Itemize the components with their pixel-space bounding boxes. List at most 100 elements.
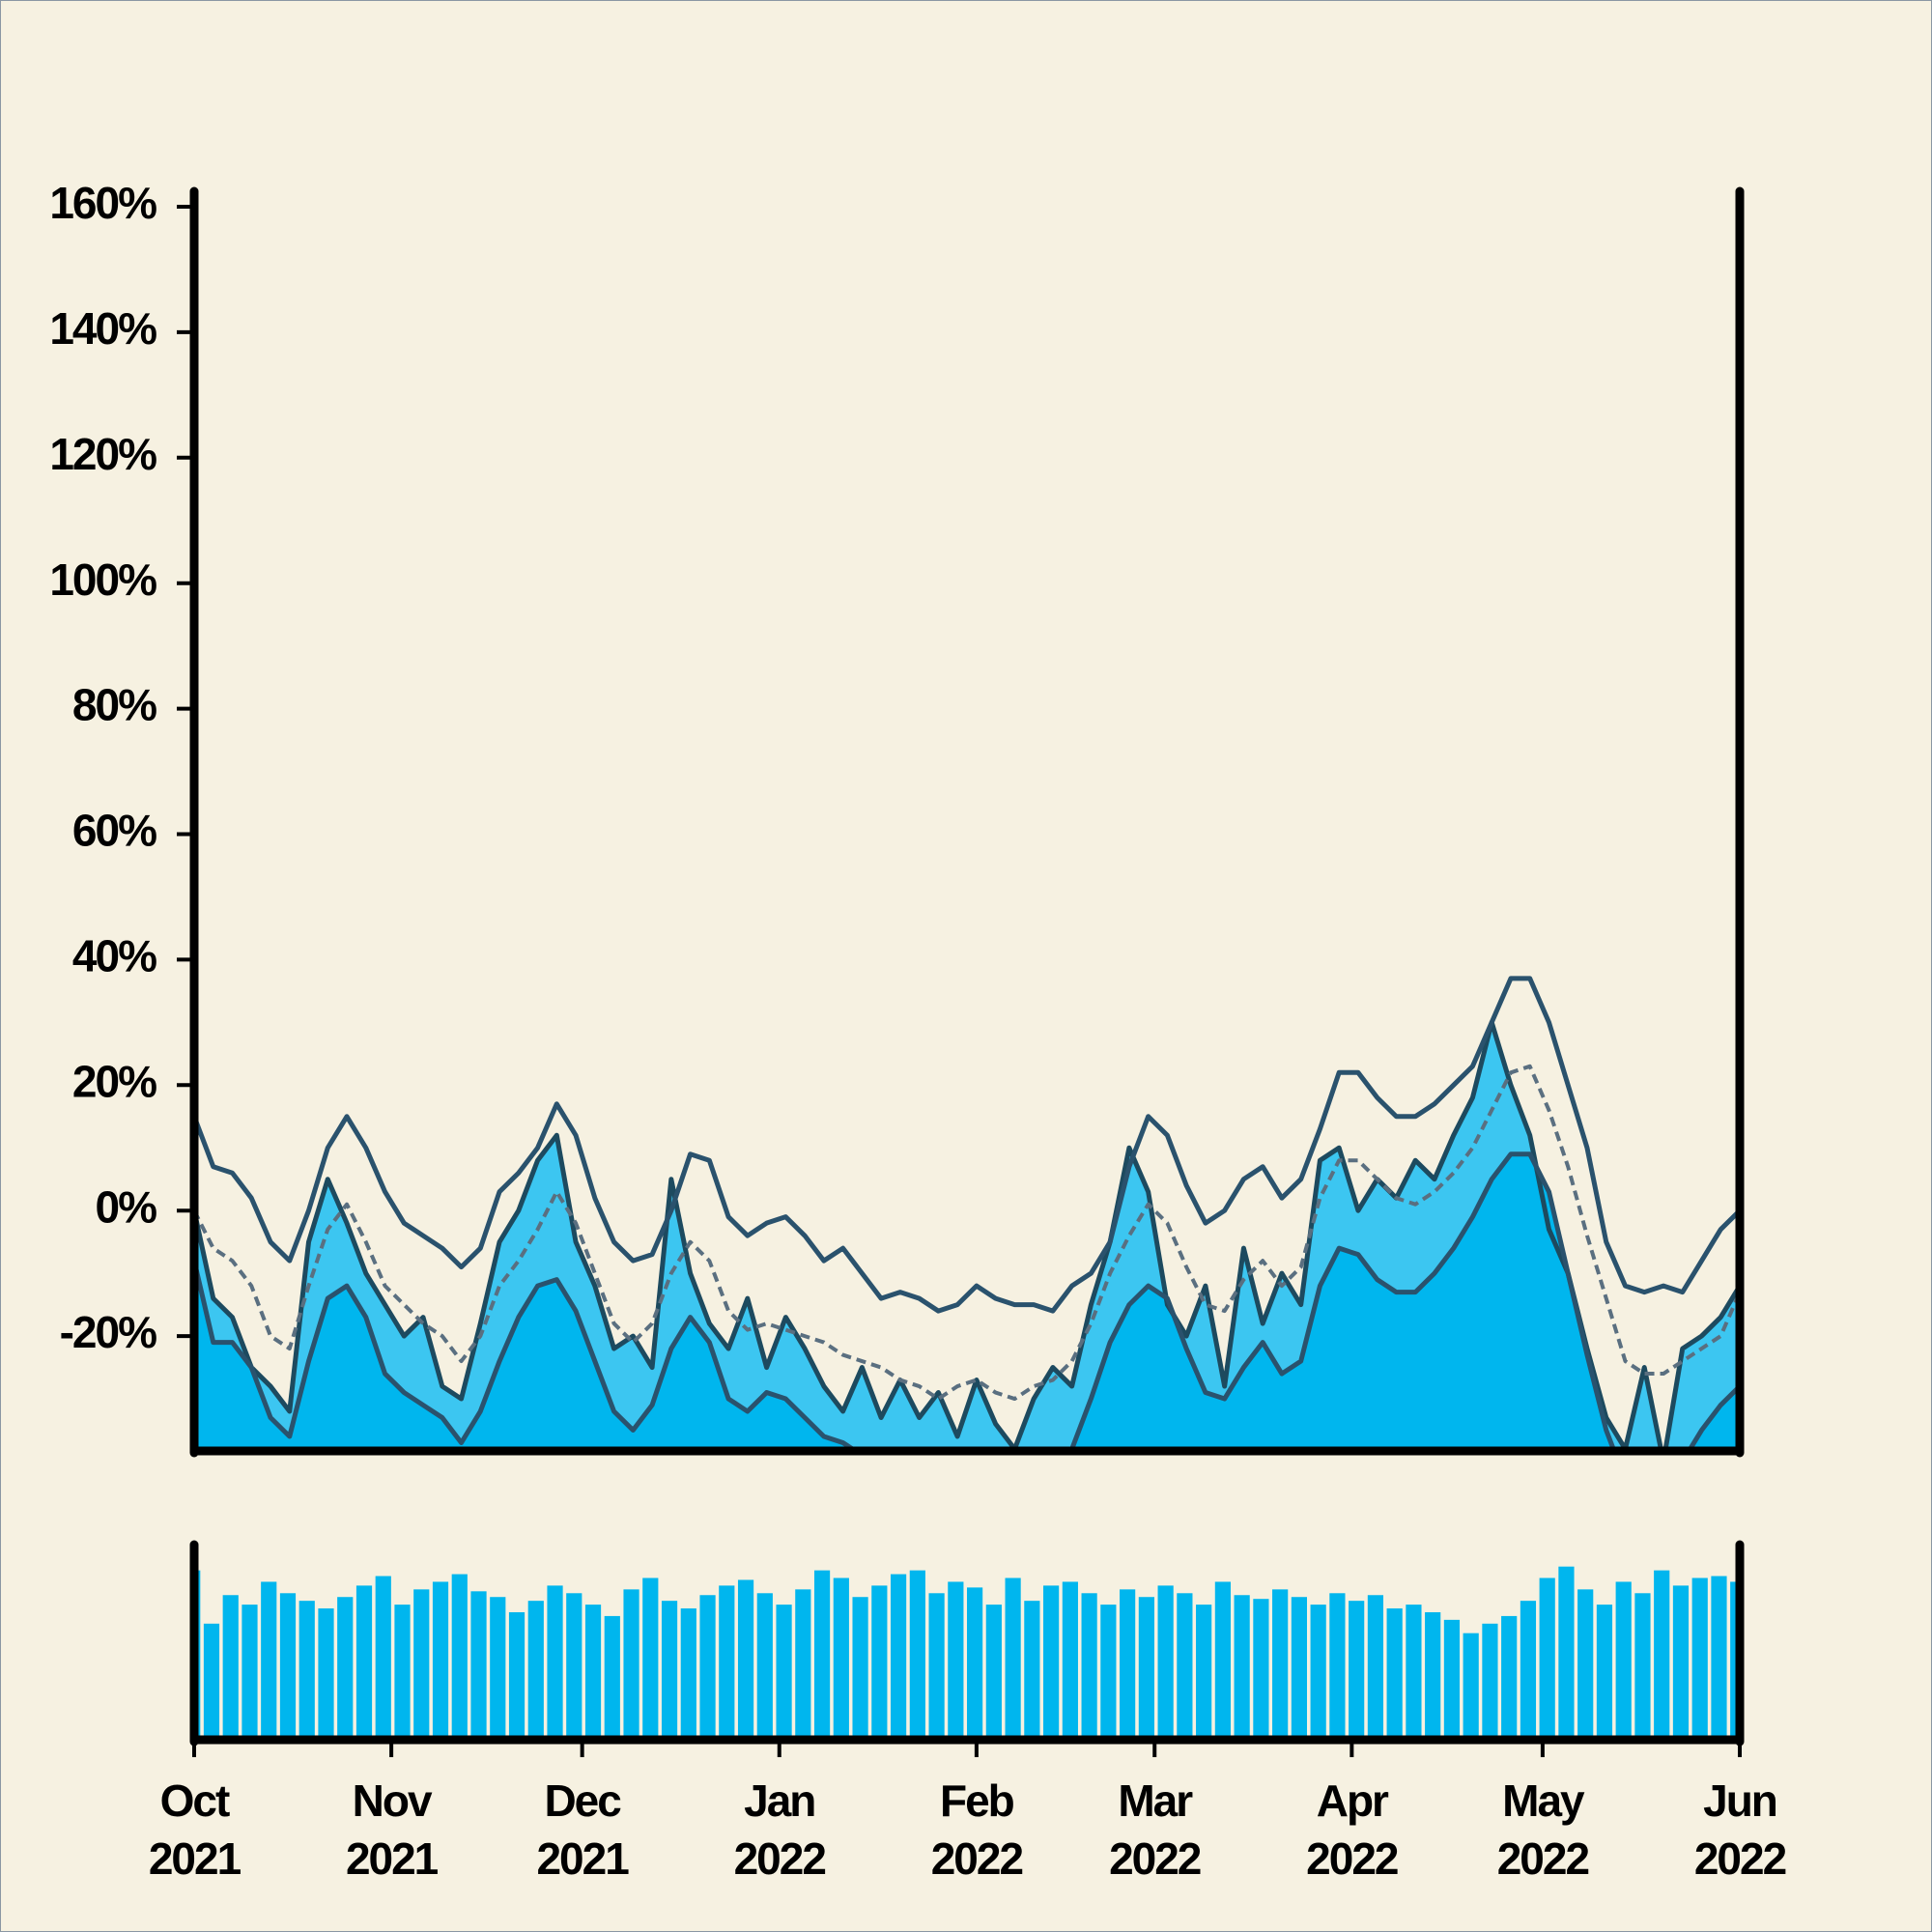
volume-bar xyxy=(1691,1577,1708,1738)
volume-bar xyxy=(413,1589,430,1738)
volume-bar xyxy=(699,1595,716,1738)
volume-bar xyxy=(1253,1599,1269,1738)
line xyxy=(194,1151,1740,1449)
volume-bar xyxy=(1654,1570,1670,1738)
x-tick-label: Apr 2022 xyxy=(1306,1776,1399,1884)
volume-bar xyxy=(1177,1593,1193,1738)
volume-bar xyxy=(1234,1595,1250,1738)
volume-bar xyxy=(1024,1601,1040,1738)
volume-bar xyxy=(490,1597,506,1738)
volume-bar xyxy=(623,1589,639,1738)
volume-bar xyxy=(355,1585,373,1738)
volume-bar xyxy=(1425,1611,1441,1738)
y-tick-label: 0% xyxy=(96,1181,157,1232)
volume-bar xyxy=(1406,1605,1422,1738)
volume-bar xyxy=(813,1570,831,1738)
volume-bar xyxy=(1138,1597,1154,1738)
volume-bar xyxy=(948,1581,964,1738)
x-tick-label: May 2022 xyxy=(1496,1776,1590,1884)
volume-bar xyxy=(890,1574,907,1738)
volume-bar xyxy=(1520,1601,1537,1738)
volume-bar xyxy=(547,1585,563,1738)
volume-bar xyxy=(242,1605,258,1738)
volume-bar xyxy=(584,1605,602,1738)
x-tick-label: Oct 2021 xyxy=(148,1776,242,1884)
volume-bar xyxy=(833,1577,849,1738)
volume-bar xyxy=(1596,1605,1613,1738)
volume-plot xyxy=(194,1566,1740,1738)
volume-bar xyxy=(1386,1608,1403,1738)
volume-bar xyxy=(1615,1581,1632,1738)
y-tick-label: 40% xyxy=(72,931,156,981)
volume-bar xyxy=(737,1579,754,1738)
volume-bar xyxy=(1310,1605,1326,1738)
volume-bar xyxy=(451,1574,468,1738)
x-tick-label: Nov 2021 xyxy=(345,1776,439,1884)
volume-bar xyxy=(566,1593,582,1738)
volume-bar xyxy=(756,1593,773,1738)
volume-bar xyxy=(928,1593,945,1738)
volume-bar xyxy=(642,1577,659,1738)
volume-bar xyxy=(1062,1581,1078,1738)
volume-bar xyxy=(1043,1585,1060,1738)
volume-bar xyxy=(1272,1589,1289,1738)
volume-bar xyxy=(1501,1615,1518,1738)
volume-bar xyxy=(508,1611,526,1738)
volume-bar xyxy=(661,1601,678,1738)
volume-bar xyxy=(279,1593,297,1738)
volume-bar xyxy=(680,1608,696,1738)
volume-bar xyxy=(337,1597,354,1738)
volume-bar xyxy=(909,1570,925,1738)
y-tick-label: 120% xyxy=(49,429,156,479)
volume-bar xyxy=(985,1605,1002,1738)
volume-bar xyxy=(1329,1593,1346,1738)
volume-bar xyxy=(1120,1589,1136,1738)
volume-bar xyxy=(1730,1581,1740,1738)
volume-bar xyxy=(1443,1619,1461,1738)
x-tick-label: Dec 2021 xyxy=(536,1776,629,1884)
volume-bar xyxy=(1214,1581,1231,1738)
volume-bar xyxy=(1634,1593,1651,1738)
area xyxy=(194,1153,1740,1449)
volume-bar xyxy=(1672,1585,1690,1738)
volume-bar xyxy=(1558,1566,1575,1738)
volume-bar xyxy=(1367,1595,1384,1738)
y-tick-label: -20% xyxy=(60,1307,156,1357)
volume-bar xyxy=(432,1581,449,1738)
volume-bar xyxy=(261,1581,277,1738)
x-tick-label: Mar 2022 xyxy=(1109,1776,1202,1884)
volume-bar xyxy=(527,1601,544,1738)
y-tick-label: 20% xyxy=(72,1056,156,1106)
volume-bar xyxy=(375,1576,391,1738)
y-tick-label: 80% xyxy=(72,680,156,730)
volume-bar xyxy=(719,1585,735,1738)
volume-bar xyxy=(776,1605,792,1738)
volume-bar xyxy=(1463,1633,1479,1738)
volume-bar xyxy=(1081,1593,1097,1738)
x-tick-label: Jun 2022 xyxy=(1693,1776,1787,1884)
volume-bar xyxy=(470,1591,487,1738)
volume-bar xyxy=(1577,1589,1594,1738)
y-tick-label: 160% xyxy=(49,178,156,228)
volume-bar xyxy=(1482,1623,1498,1738)
volume-bar xyxy=(852,1597,868,1738)
volume-bar xyxy=(1196,1605,1212,1738)
line xyxy=(194,1019,1740,1449)
price-plot xyxy=(194,976,1740,1449)
volume-bar xyxy=(203,1623,220,1738)
volume-bar xyxy=(394,1605,411,1738)
dashed-line xyxy=(194,1064,1740,1402)
volume-bar xyxy=(1349,1601,1365,1738)
volume-bar xyxy=(795,1589,811,1738)
line xyxy=(194,976,1740,1314)
volume-bar xyxy=(1711,1576,1727,1738)
y-tick-label: 140% xyxy=(49,303,156,354)
volume-bar xyxy=(967,1587,983,1738)
volume-bar xyxy=(1157,1585,1174,1738)
volume-bar xyxy=(1291,1597,1307,1738)
volume-bar xyxy=(1005,1577,1021,1738)
volume-bar xyxy=(318,1608,334,1738)
axes xyxy=(189,186,1745,1747)
